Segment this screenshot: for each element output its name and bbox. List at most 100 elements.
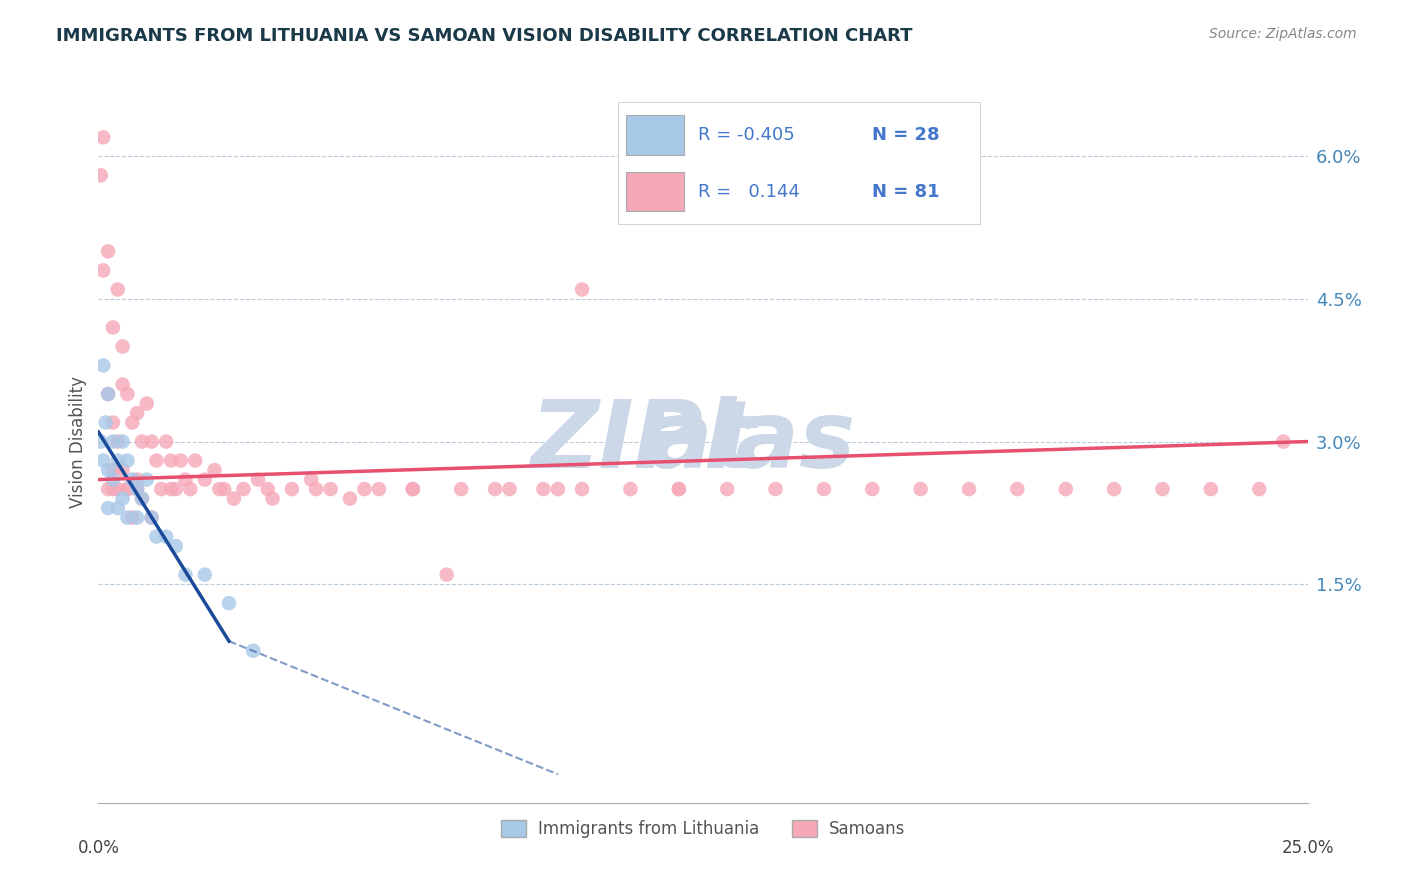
Point (256, 482, 278, 496)
Point (111, 339, 134, 353)
Point (101, 463, 124, 477)
Point (957, 482, 980, 496)
Point (169, 453, 191, 467)
Point (117, 482, 139, 496)
Point (117, 387, 139, 401)
Point (1199, 482, 1222, 496)
Point (135, 473, 157, 487)
Point (121, 473, 143, 487)
Point (212, 482, 235, 496)
Point (194, 473, 217, 487)
Point (160, 453, 183, 467)
Point (174, 473, 197, 487)
Point (117, 453, 139, 467)
Point (91, 130, 114, 145)
Point (121, 510, 143, 524)
Point (91, 359, 114, 373)
Point (165, 482, 187, 496)
Point (1272, 434, 1295, 449)
Point (1249, 482, 1271, 496)
Point (247, 473, 270, 487)
Point (117, 482, 139, 496)
Point (145, 453, 167, 467)
Point (150, 482, 173, 496)
Point (165, 539, 187, 553)
Point (107, 501, 129, 516)
Point (91, 263, 114, 277)
Point (131, 491, 153, 506)
Point (716, 482, 738, 496)
Point (281, 482, 304, 496)
Point (218, 596, 240, 610)
Point (155, 434, 177, 449)
Point (131, 434, 153, 449)
Point (547, 482, 569, 496)
Point (107, 453, 129, 467)
Point (111, 491, 134, 506)
Point (571, 282, 593, 296)
Point (101, 473, 124, 487)
Point (450, 482, 472, 496)
Text: Source: ZipAtlas.com: Source: ZipAtlas.com (1209, 27, 1357, 41)
Point (97, 244, 120, 259)
Point (145, 530, 167, 544)
Point (668, 482, 690, 496)
Text: 25.0%: 25.0% (1281, 838, 1334, 857)
Point (1007, 482, 1029, 496)
Point (222, 491, 245, 506)
Point (1054, 482, 1077, 496)
Point (184, 453, 207, 467)
Point (127, 406, 149, 420)
Point (107, 282, 129, 296)
Point (299, 473, 322, 487)
Text: ZIP: ZIP (530, 395, 703, 488)
Point (97, 387, 120, 401)
Point (1102, 482, 1125, 496)
Point (127, 482, 149, 496)
Point (90, 169, 112, 183)
Point (402, 482, 425, 496)
Point (101, 482, 124, 496)
Point (910, 482, 932, 496)
Point (208, 482, 231, 496)
Point (179, 482, 201, 496)
Point (402, 482, 425, 496)
Point (101, 434, 124, 449)
Point (97, 482, 120, 496)
Point (368, 482, 391, 496)
Text: at: at (648, 395, 758, 488)
Legend: Immigrants from Lithuania, Samoans: Immigrants from Lithuania, Samoans (494, 814, 912, 845)
Point (262, 491, 284, 506)
Point (90, 434, 112, 449)
Point (97, 387, 120, 401)
Point (319, 482, 342, 496)
Point (117, 510, 139, 524)
Point (436, 567, 458, 582)
Point (619, 482, 641, 496)
Point (155, 530, 177, 544)
Point (111, 463, 134, 477)
Point (94, 416, 117, 430)
Point (141, 510, 163, 524)
Point (860, 482, 883, 496)
Point (141, 434, 163, 449)
Point (353, 482, 375, 496)
Text: las: las (703, 395, 855, 488)
Point (531, 482, 554, 496)
Point (765, 482, 787, 496)
Point (668, 482, 690, 496)
Point (127, 510, 149, 524)
Point (194, 567, 217, 582)
Point (141, 510, 163, 524)
Point (131, 491, 153, 506)
Point (204, 463, 226, 477)
Point (232, 482, 254, 496)
Point (101, 320, 124, 334)
Point (305, 482, 328, 496)
Point (107, 482, 129, 496)
Point (484, 482, 506, 496)
Point (107, 434, 129, 449)
Point (127, 482, 149, 496)
Point (91, 453, 114, 467)
Text: 0.0%: 0.0% (77, 838, 120, 857)
